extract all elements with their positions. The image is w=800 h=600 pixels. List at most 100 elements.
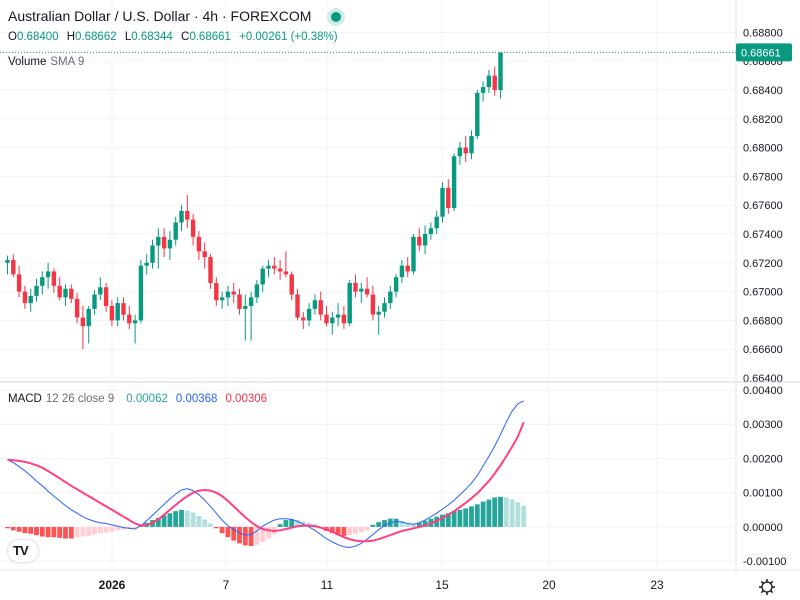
symbol-title[interactable]: Australian Dollar / U.S. Dollar · 4h · F… xyxy=(8,8,312,24)
candle-body xyxy=(301,317,306,321)
candle-body xyxy=(190,219,196,237)
histogram-bar xyxy=(445,513,451,527)
histogram-bar xyxy=(213,526,219,529)
volume-legend[interactable]: Volume SMA 9 xyxy=(8,56,84,68)
candle-body xyxy=(289,274,294,295)
candle-body xyxy=(428,228,434,234)
price-tick-label: 0.66600 xyxy=(743,344,783,356)
histogram-bar xyxy=(184,510,190,527)
histogram-bar xyxy=(492,497,498,527)
macd-tick-label: 0.00400 xyxy=(743,385,783,397)
histogram-bar xyxy=(399,520,405,527)
candle-body xyxy=(254,284,260,298)
histogram-bar xyxy=(155,518,161,527)
candle-body xyxy=(318,300,323,315)
candle-body xyxy=(185,210,190,220)
histogram-bar xyxy=(10,526,16,531)
histogram-bar xyxy=(39,526,45,537)
histogram-bar xyxy=(167,513,173,527)
candle-body xyxy=(109,306,115,321)
histogram-bar xyxy=(266,526,271,539)
candle-body xyxy=(11,259,16,275)
histogram-bar xyxy=(474,504,480,527)
candle-body xyxy=(475,92,480,137)
candle-body xyxy=(150,245,155,263)
histogram-bar xyxy=(242,526,248,546)
candle-body xyxy=(306,308,312,321)
tradingview-logo[interactable]: TV xyxy=(8,540,38,562)
price-tick-label: 0.66400 xyxy=(743,373,783,385)
candle-body xyxy=(121,303,126,315)
macd-line-value: 0.00368 xyxy=(175,393,218,405)
candle-body xyxy=(167,239,173,249)
candle-body xyxy=(196,236,202,252)
histogram-bar xyxy=(486,499,492,527)
candle-body xyxy=(103,287,109,306)
candle-body xyxy=(28,295,33,304)
histogram-bar xyxy=(219,526,225,534)
candle-body xyxy=(422,234,428,246)
settings-gear-icon[interactable] xyxy=(759,579,775,595)
histogram-bar xyxy=(469,506,474,527)
price-tick-label: 0.66800 xyxy=(743,315,783,327)
candle-body xyxy=(86,308,91,327)
candle-body xyxy=(69,288,74,299)
candle-body xyxy=(127,314,132,324)
candle-body xyxy=(295,294,300,318)
histogram-bar xyxy=(347,526,353,536)
candle-body xyxy=(225,291,231,298)
x-tick-label: 7 xyxy=(223,578,230,592)
macd-signal-value: 0.00306 xyxy=(225,393,268,405)
histogram-bar xyxy=(248,526,254,547)
macd-lines xyxy=(7,400,525,549)
histogram-bar xyxy=(103,526,109,533)
last-price-tag xyxy=(736,43,792,62)
x-tick-label: 23 xyxy=(650,578,664,592)
histogram-bar xyxy=(376,522,382,527)
x-tick-label: 11 xyxy=(321,578,334,592)
candle-body xyxy=(451,156,457,209)
histogram-bar xyxy=(132,526,138,529)
macd-tick-label: 0.00300 xyxy=(743,419,783,431)
candle-body xyxy=(51,271,57,286)
histogram-bar xyxy=(503,497,509,527)
macd-legend[interactable]: MACD 12 26 close 9 0.00062 0.00368 0.00306 xyxy=(8,393,267,405)
candle-body xyxy=(492,75,497,90)
open-value: 0.68400 xyxy=(16,31,59,43)
candle-body xyxy=(132,320,138,324)
candle-body xyxy=(74,298,80,318)
macd-line xyxy=(7,400,524,549)
macd-tick-label: 0.00000 xyxy=(743,522,783,534)
candle-body xyxy=(92,294,97,309)
histogram-bar xyxy=(109,526,115,532)
x-tick-label: 20 xyxy=(542,578,556,592)
gear-tooth xyxy=(760,590,764,594)
signal-line xyxy=(7,421,525,543)
candle-body xyxy=(260,268,265,285)
candle-body xyxy=(161,236,167,249)
candle-body xyxy=(179,210,184,223)
histogram-bar xyxy=(498,496,503,527)
candle-body xyxy=(243,306,248,309)
candle-body xyxy=(57,285,62,298)
histogram-bar xyxy=(457,509,463,527)
histogram-bar xyxy=(416,522,422,527)
price-tick-label: 0.68800 xyxy=(743,27,783,39)
histogram-bar xyxy=(179,509,184,527)
price-tick-label: 0.67400 xyxy=(743,229,783,241)
histogram-bar xyxy=(405,523,411,527)
histogram-bar xyxy=(97,526,103,534)
gear-tooth xyxy=(770,590,774,594)
histogram-bar xyxy=(5,526,10,529)
histogram-bar xyxy=(254,526,260,545)
histogram-bar xyxy=(237,526,242,544)
histogram-bar xyxy=(440,514,445,527)
volume-params: SMA 9 xyxy=(50,56,85,68)
grid-lines xyxy=(0,0,735,570)
symbol-header[interactable]: Australian Dollar / U.S. Dollar · 4h · F… xyxy=(8,8,342,24)
histogram-bar xyxy=(92,526,97,535)
candle-body xyxy=(393,277,399,292)
candle-body xyxy=(399,265,405,278)
candle-body xyxy=(5,259,10,263)
